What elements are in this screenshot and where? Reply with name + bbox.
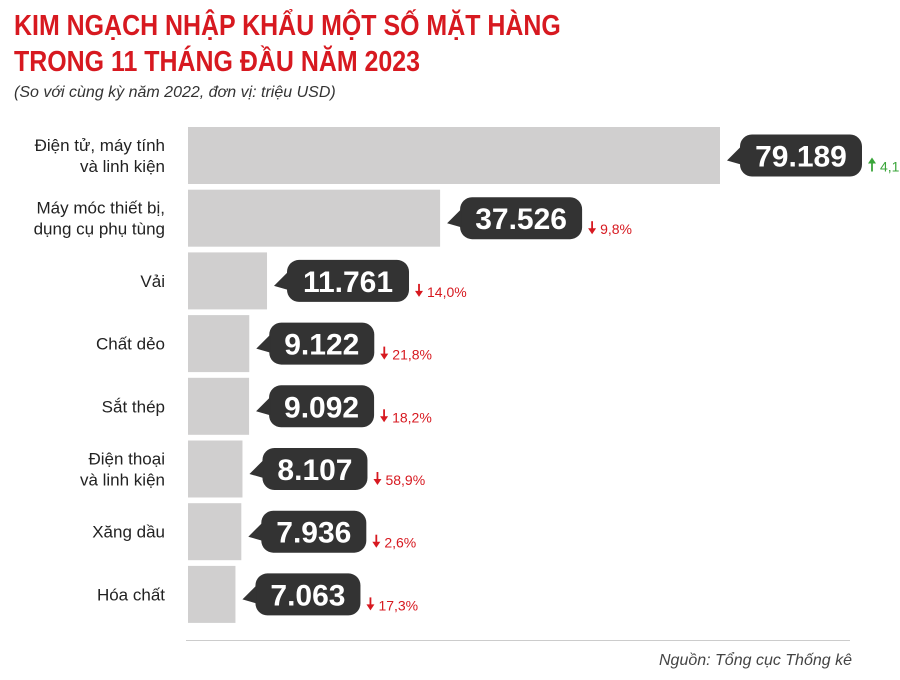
value-label: 7.936: [276, 517, 351, 550]
category-label-line: Chất dẻo: [96, 335, 165, 354]
category-label-line: Máy móc thiết bị,: [37, 199, 166, 218]
category-label: Điện tử, máy tính và linh kiện: [35, 136, 165, 176]
value-bubble: [460, 197, 583, 240]
change-label: 9,8%: [600, 221, 632, 237]
value-bubble: [261, 510, 367, 553]
value-bubble-pointer: [256, 397, 271, 416]
category-label-line: Hóa chất: [97, 585, 165, 604]
value-bubble-pointer: [248, 522, 263, 541]
arrow-up-icon-head: [868, 157, 876, 164]
category-label-line: dụng cụ phụ tùng: [34, 220, 165, 239]
change-label: 2,6%: [384, 535, 416, 551]
category-label: Hóa chất: [97, 585, 165, 604]
change-label: 18,2%: [392, 409, 432, 425]
bar: [188, 565, 236, 623]
value-label: 11.761: [303, 266, 393, 299]
bar: [188, 377, 250, 435]
value-bubble-pointer: [242, 585, 257, 604]
bar-group: Xăng dầu 7.936 2,6%: [92, 503, 416, 561]
change-label: 58,9%: [385, 472, 425, 488]
value-label: 9.092: [284, 391, 359, 424]
value-label: 79.189: [755, 141, 847, 174]
value-bubble-pointer: [274, 271, 289, 290]
change-label: 21,8%: [392, 347, 432, 363]
source-note: Nguồn: Tổng cục Thống kê: [658, 652, 852, 669]
category-label: Xăng dầu: [92, 523, 165, 542]
category-label: Máy móc thiết bị, dụng cụ phụ tùng: [34, 199, 165, 239]
category-label-line: Sắt thép: [102, 397, 165, 416]
bar-group: Chất dẻo 9.122 21,8%: [96, 315, 432, 373]
bar-group: Điện tử, máy tính và linh kiện 79.189 4,1%: [35, 127, 900, 184]
arrow-down-icon-head: [588, 228, 597, 235]
arrow-down-icon-head: [372, 541, 381, 548]
change-label: 17,3%: [378, 597, 418, 613]
bar: [188, 503, 242, 561]
category-label: Chất dẻo: [96, 335, 165, 354]
value-bubble: [740, 134, 862, 177]
chart-title-line-2: TRONG 11 THÁNG ĐẦU NĂM 2023: [14, 46, 421, 78]
category-label-line: và linh kiện: [80, 471, 165, 490]
bar-group: Hóa chất 7.063 17,3%: [97, 565, 418, 623]
category-label: Điện thoại và linh kiện: [80, 450, 165, 490]
chart-title-line-1: KIM NGẠCH NHẬP KHẨU MỘT SỐ MẶT HÀNG: [14, 10, 561, 42]
category-label: Vải: [140, 272, 165, 291]
value-label: 37.526: [475, 203, 567, 236]
bar-group: Vải 11.761 14,0%: [140, 252, 467, 310]
value-label: 7.063: [270, 579, 345, 612]
arrow-down-icon-head: [380, 353, 389, 360]
bar-group: Sắt thép 9.092 18,2%: [102, 377, 432, 435]
baseline-rule: [186, 640, 850, 641]
value-label: 9.122: [284, 329, 359, 362]
category-label-line: Vải: [140, 272, 165, 291]
value-bubble: [269, 322, 375, 365]
category-label-line: Điện thoại: [88, 450, 165, 469]
arrow-down-icon-head: [415, 290, 424, 297]
bar: [188, 315, 250, 373]
category-label: Sắt thép: [102, 397, 165, 416]
bar: [188, 252, 268, 310]
category-label-line: Xăng dầu: [92, 523, 165, 542]
value-bubble: [255, 573, 361, 616]
value-bubble: [262, 448, 368, 490]
bar: [188, 127, 720, 184]
value-bubble-pointer: [249, 460, 264, 478]
arrow-down-icon-head: [373, 479, 382, 485]
value-label: 8.107: [277, 454, 352, 487]
bar-group: Điện thoại và linh kiện 8.107 58,9%: [80, 440, 425, 498]
value-bubble-pointer: [727, 146, 741, 165]
value-bubble-pointer: [256, 334, 271, 353]
arrow-down-icon-head: [380, 416, 389, 423]
chart-title: KIM NGẠCH NHẬP KHẨU MỘT SỐ MẶT HÀNG TRON…: [14, 8, 561, 80]
change-label: 14,0%: [427, 284, 467, 300]
arrow-down-icon-head: [366, 604, 375, 611]
bar: [188, 440, 243, 498]
change-label: 4,1%: [880, 159, 900, 175]
bar-group: Máy móc thiết bị, dụng cụ phụ tùng 37.526 9…: [34, 189, 632, 247]
value-bubble-pointer: [447, 209, 462, 228]
value-bubble: [287, 259, 410, 302]
chart-subtitle: (So với cùng kỳ năm 2022, đơn vị: triệu …: [14, 84, 336, 101]
bar: [188, 189, 441, 247]
category-label-line: Điện tử, máy tính: [35, 136, 165, 155]
category-label-line: và linh kiện: [80, 157, 165, 176]
value-bubble: [269, 385, 375, 428]
